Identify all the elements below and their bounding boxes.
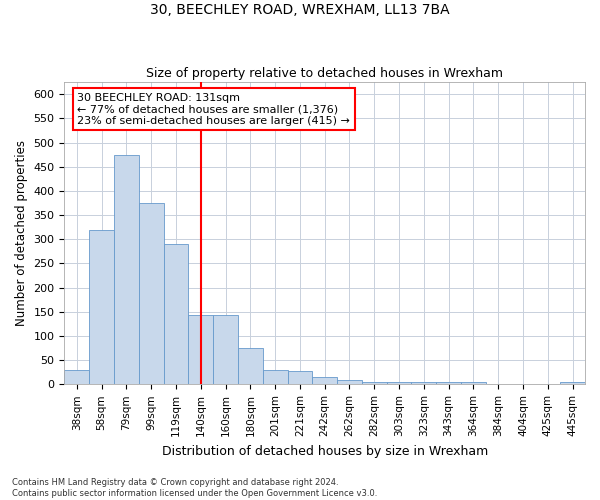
Bar [64, 370, 89, 384]
Y-axis label: Number of detached properties: Number of detached properties [15, 140, 28, 326]
Bar [213, 315, 238, 384]
Bar [114, 154, 139, 384]
Bar [89, 230, 114, 384]
Bar [287, 372, 313, 384]
Bar [436, 382, 461, 384]
Text: 30 BEECHLEY ROAD: 131sqm
← 77% of detached houses are smaller (1,376)
23% of sem: 30 BEECHLEY ROAD: 131sqm ← 77% of detach… [77, 92, 350, 126]
Bar [188, 315, 213, 384]
X-axis label: Distribution of detached houses by size in Wrexham: Distribution of detached houses by size … [161, 444, 488, 458]
Title: Size of property relative to detached houses in Wrexham: Size of property relative to detached ho… [146, 66, 503, 80]
Bar [139, 203, 164, 384]
Bar [386, 382, 412, 384]
Bar [337, 380, 362, 384]
Bar [238, 348, 263, 385]
Bar [263, 370, 287, 384]
Text: 30, BEECHLEY ROAD, WREXHAM, LL13 7BA: 30, BEECHLEY ROAD, WREXHAM, LL13 7BA [150, 2, 450, 16]
Bar [412, 382, 436, 384]
Bar [164, 244, 188, 384]
Bar [362, 382, 386, 384]
Text: Contains HM Land Registry data © Crown copyright and database right 2024.
Contai: Contains HM Land Registry data © Crown c… [12, 478, 377, 498]
Bar [313, 377, 337, 384]
Bar [461, 382, 486, 384]
Bar [560, 382, 585, 384]
